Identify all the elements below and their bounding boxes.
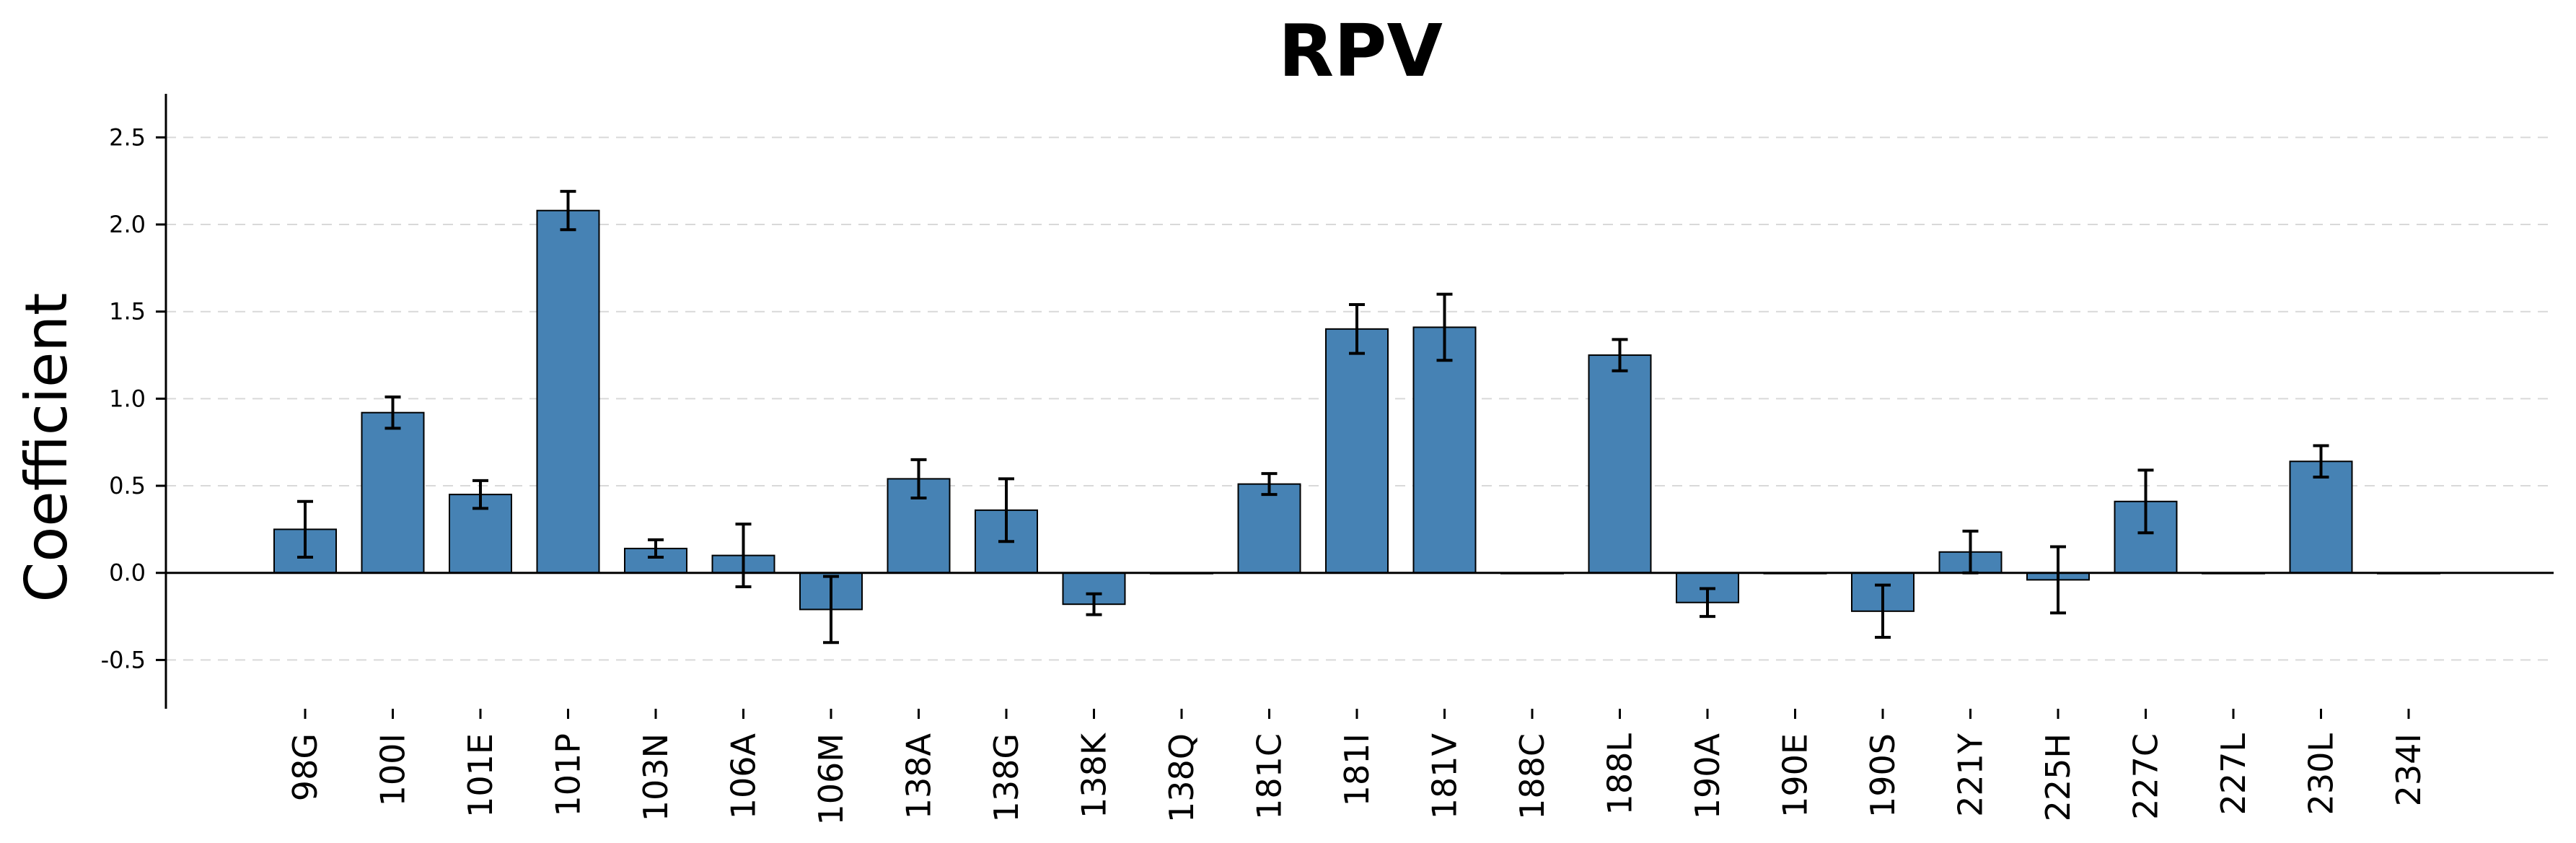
x-tick-label: 225H (2039, 733, 2078, 821)
bar-181V (1412, 326, 1477, 574)
x-tick-label: 106A (724, 733, 763, 819)
bar-188L (1588, 354, 1652, 574)
x-tick-label: 190A (1688, 733, 1727, 819)
error-bar-190S (1875, 583, 1891, 639)
error-bar-101E (472, 479, 488, 510)
x-tick-label: 138Q (1162, 733, 1201, 823)
x-tick-label: 227C (2127, 733, 2166, 820)
error-bar-100I (384, 395, 401, 430)
x-tick-label: 138G (987, 733, 1026, 822)
x-tick-label: 103N (636, 733, 675, 821)
bar-181I (1325, 328, 1389, 574)
y-axis-label: Coefficient (13, 293, 80, 603)
y-tick-label: 2.5 (109, 123, 146, 151)
y-tick-label: 0.0 (109, 559, 146, 587)
x-tick-label: 227L (2214, 733, 2253, 816)
error-bar-106A (735, 523, 752, 589)
error-bar-225H (2050, 545, 2066, 615)
x-tick-label: 181I (1337, 733, 1376, 806)
error-bar-106M (823, 575, 839, 645)
error-bar-181C (1261, 472, 1278, 497)
x-tick-label: 221Y (1951, 733, 1990, 817)
x-tick-label: 230L (2302, 733, 2341, 816)
x-tick-label: 138A (900, 733, 938, 819)
error-bar-190A (1700, 587, 1715, 619)
error-bar-138G (998, 477, 1014, 543)
error-bar-181V (1436, 292, 1453, 362)
chart-title: RPV (1278, 9, 1443, 93)
y-tick-label: 2.0 (109, 211, 146, 238)
x-tick-label: 106M (812, 733, 850, 826)
x-tick-label: 100I (374, 733, 413, 806)
x-tick-label: 188C (1513, 733, 1552, 820)
error-bars (297, 190, 2329, 645)
error-bar-98G (297, 499, 313, 559)
error-bar-230L (2313, 444, 2329, 479)
bars (273, 209, 2440, 612)
x-tick-label: 101E (461, 733, 500, 818)
y-tick-label: 1.5 (109, 298, 146, 326)
x-tick-label: 234I (2389, 733, 2428, 806)
y-tick-label: -0.5 (101, 646, 146, 673)
x-tick-label: 190S (1863, 733, 1902, 818)
error-bar-101P (560, 190, 576, 232)
x-tick-label: 101P (549, 733, 588, 817)
error-bar-227C (2137, 468, 2154, 535)
x-ticks: 98G 100I 101E 101P 103N 106A 106M 138A 138G 138K 1… (286, 709, 2428, 826)
x-tick-label: 138K (1075, 732, 1114, 818)
error-bar-103N (648, 538, 664, 559)
error-bar-138K (1086, 592, 1102, 616)
x-tick-label: 98G (286, 733, 325, 801)
x-tick-label: 188L (1601, 733, 1640, 816)
x-tick-label: 190E (1776, 733, 1815, 818)
bar-101P (536, 209, 600, 574)
y-ticks: -0.5 0.0 0.5 1.0 1.5 2.0 2.5 (101, 123, 166, 673)
x-tick-label: 181C (1250, 733, 1289, 820)
x-tick-label: 181V (1425, 733, 1464, 819)
y-tick-label: 1.0 (109, 385, 146, 412)
error-bar-181I (1349, 303, 1365, 355)
bar-100I (361, 411, 425, 574)
axes (164, 94, 2554, 709)
error-bar-138A (910, 458, 927, 499)
bar-181C (1237, 483, 1301, 574)
error-bar-188L (1612, 338, 1628, 372)
y-tick-label: 0.5 (109, 472, 146, 499)
